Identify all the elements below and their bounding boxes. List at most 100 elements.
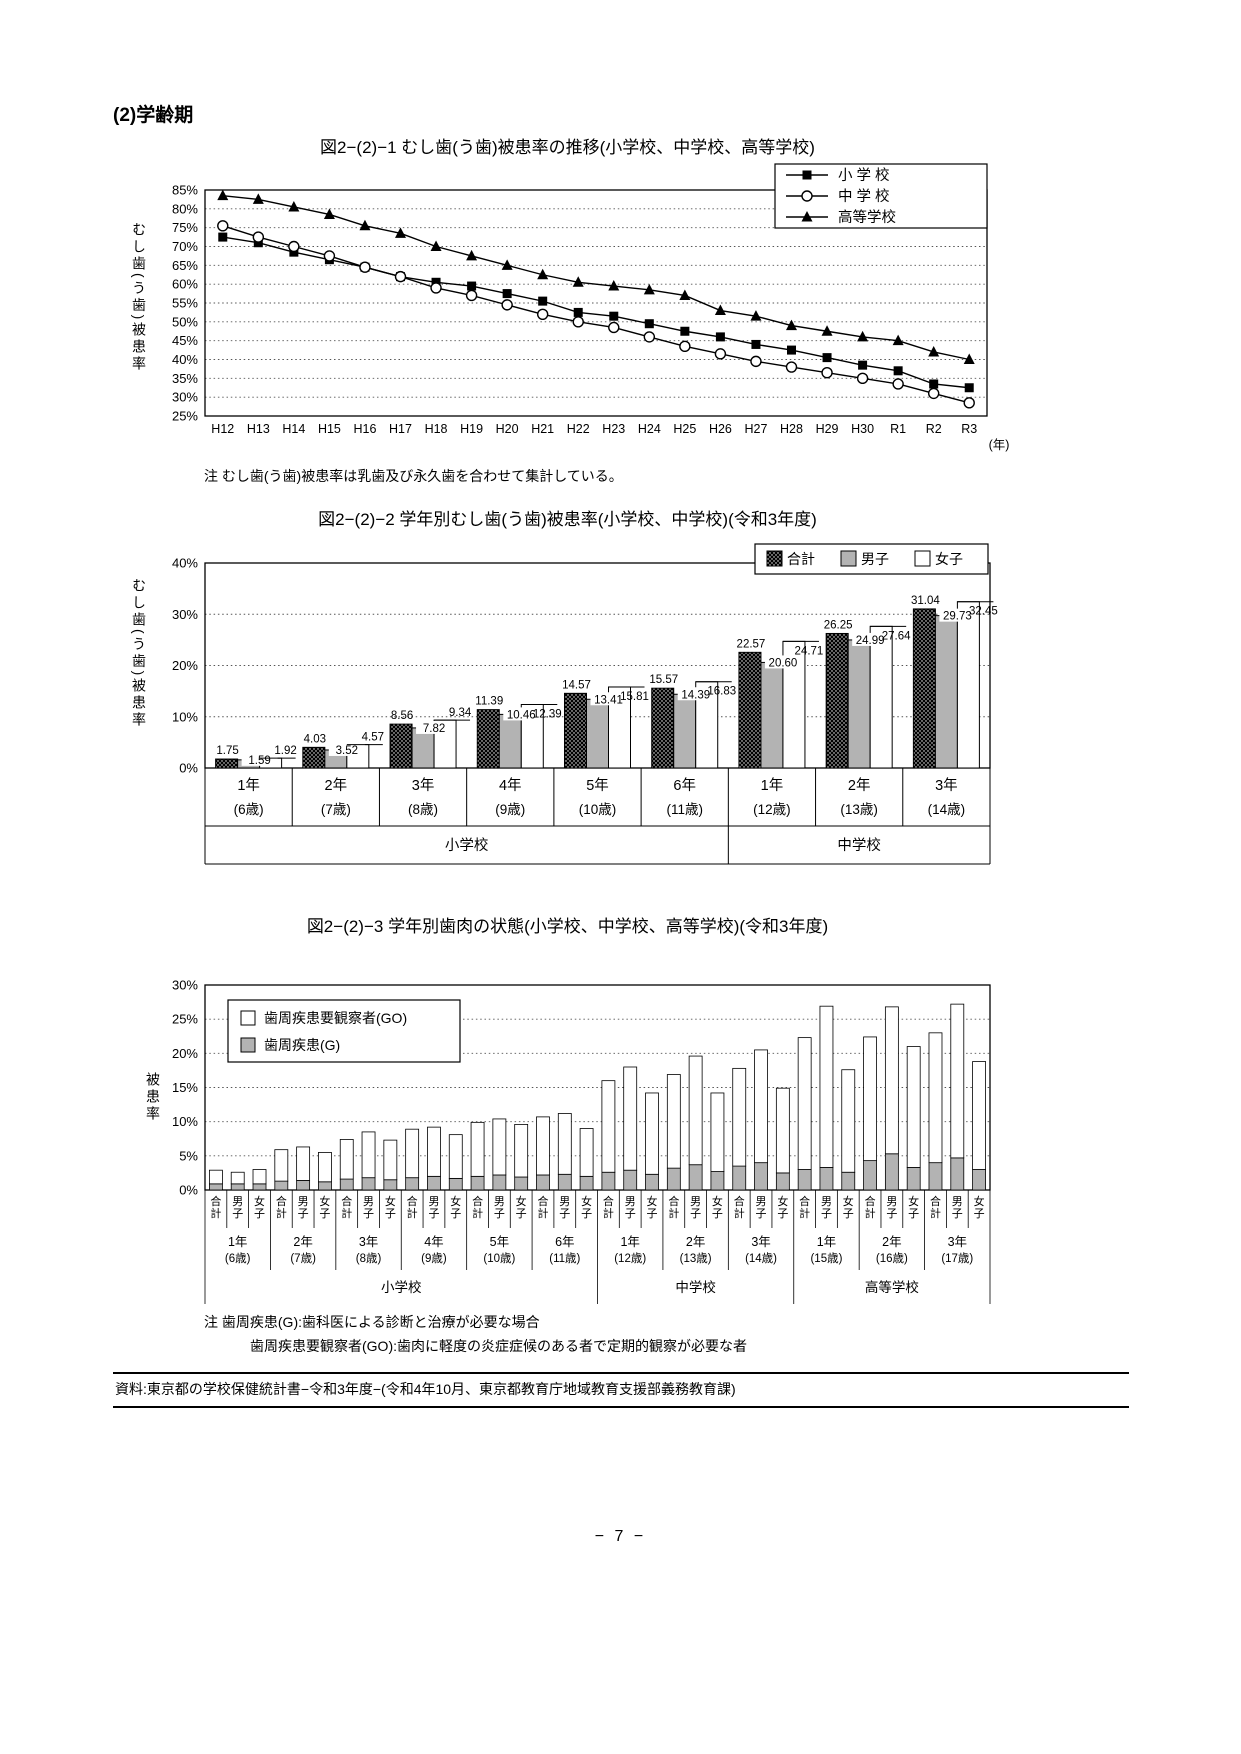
bar-G: [928, 1162, 943, 1191]
marker-triangle: [430, 240, 442, 251]
bar-label: 合計: [537, 1194, 548, 1220]
y-tick-label: 15%: [172, 1080, 198, 1095]
series-line: [222, 194, 970, 361]
marker-triangle: [288, 200, 300, 212]
data-label-bg: [416, 720, 453, 734]
age-label: (11歳): [666, 802, 703, 817]
bar-GO: [492, 1118, 507, 1176]
bar-合計: [302, 746, 326, 769]
marker-circle: [501, 299, 513, 311]
bar-GO: [645, 1092, 659, 1175]
bar-label: 合計: [668, 1194, 679, 1220]
y-tick-label: 10%: [172, 709, 198, 724]
school-label: 中学校: [675, 1279, 716, 1295]
bar-合計: [215, 758, 239, 769]
bar-label: 合計: [276, 1194, 287, 1220]
legend-label: 女子: [935, 551, 963, 567]
x-tick-label: H26: [709, 422, 732, 436]
legend-box: [227, 999, 461, 1063]
chart2-title: 図2−(2)−2 学年別むし歯(う歯)被患率(小学校、中学校)(令和3年度): [318, 510, 817, 529]
bar-G: [470, 1175, 485, 1191]
marker-square: [715, 332, 725, 342]
grade-label: 4年: [499, 777, 522, 794]
chart3-note-line2: 歯周疾患要観察者(GO):歯肉に軽度の炎症症候のある者で定期的観察が必要な者: [250, 1338, 747, 1354]
bar-label: 女子: [712, 1194, 723, 1220]
data-label-bg: [328, 742, 365, 756]
marker-square: [929, 379, 939, 389]
bar-G: [252, 1183, 267, 1191]
data-label-total: 31.04: [911, 595, 940, 607]
bar-GO: [884, 1006, 899, 1155]
bar-label: 女子: [843, 1194, 854, 1220]
bar-合計: [825, 632, 849, 769]
marker-circle: [821, 366, 833, 379]
bar-GO: [514, 1123, 529, 1178]
age-label: (6歳): [234, 802, 264, 817]
bar-GO: [383, 1139, 398, 1181]
marker-triangle: [217, 189, 229, 201]
bar-chart-cavity-rate-by-grade: 0% 10% 20% 30% 40% 1.75 1.59 1.92 4.03 3.52 4.57 8.…: [172, 543, 998, 865]
age-label: (8歳): [408, 802, 438, 817]
marker-circle: [714, 348, 727, 360]
bar-女子: [956, 601, 980, 769]
x-tick-label: H14: [282, 422, 305, 436]
bar-GO: [361, 1131, 376, 1179]
marker-circle: [785, 361, 798, 373]
bar-label: 男子: [952, 1196, 963, 1220]
y-tick-label: 70%: [172, 239, 198, 254]
bar-GO: [754, 1049, 768, 1164]
marker-square: [964, 383, 974, 393]
grade-label: 6年: [673, 777, 696, 794]
legend-label: 歯周疾患(G): [264, 1037, 340, 1053]
x-tick-label: H12: [211, 422, 234, 436]
age-label: (12歳): [753, 802, 791, 817]
y-tick-label: 25%: [172, 1012, 198, 1027]
grade-label: 2年: [882, 1235, 901, 1249]
bar-G: [775, 1172, 790, 1191]
bar-label: 合計: [210, 1194, 221, 1220]
data-label-bg: [241, 752, 278, 766]
age-label: (16歳): [876, 1252, 908, 1265]
marker-circle: [892, 378, 904, 390]
legend-label: 歯周疾患要観察者(GO): [264, 1010, 407, 1026]
grade-label: 5年: [586, 777, 609, 794]
bar-G: [841, 1171, 856, 1191]
y-tick-label: 75%: [172, 220, 198, 235]
bar-男子: [760, 661, 784, 769]
data-label-total: 15.57: [649, 674, 678, 686]
age-label: (13歳): [840, 802, 878, 817]
bar-G: [754, 1162, 768, 1191]
bar-GO: [448, 1134, 463, 1179]
bar-GO: [819, 1005, 834, 1168]
data-label-male: 13.41: [594, 694, 623, 706]
y-tick-label: 35%: [172, 371, 198, 386]
chart1-note: 注 むし歯(う歯)被患率は乳歯及び永久歯を合わせて集計している。: [204, 468, 623, 484]
grade-label: 3年: [751, 1235, 770, 1249]
data-label-male: 7.82: [423, 723, 445, 735]
bar-GO: [274, 1149, 289, 1182]
bar-G: [405, 1177, 420, 1191]
bar-G: [884, 1153, 899, 1191]
school-label: 高等学校: [865, 1279, 919, 1295]
grade-label: 4年: [424, 1235, 443, 1249]
x-tick-label: H21: [531, 422, 554, 436]
bar-GO: [732, 1067, 747, 1167]
bar-GO: [906, 1046, 921, 1168]
grade-label: 2年: [686, 1235, 705, 1249]
data-label-bg: [939, 608, 976, 622]
bar-label: 女子: [974, 1194, 985, 1220]
bar-GO: [775, 1087, 790, 1174]
age-label: (13歳): [680, 1252, 712, 1265]
series-line: [222, 236, 970, 389]
page-number: − 7 −: [594, 1528, 647, 1545]
legend-label: 合計: [787, 551, 815, 567]
data-label-bg: [852, 632, 889, 646]
legend-box: [754, 543, 989, 575]
bar-label: 女子: [516, 1194, 527, 1220]
chart3-note-line1: 注 歯周疾患(G):歯科医による診断と治療が必要な場合: [204, 1314, 540, 1330]
bar-label: 合計: [341, 1194, 352, 1220]
grade-label: 1年: [761, 777, 784, 794]
bar-label: 女子: [450, 1194, 461, 1220]
bar-label: 女子: [385, 1194, 396, 1220]
y-tick-label: 10%: [172, 1114, 198, 1129]
